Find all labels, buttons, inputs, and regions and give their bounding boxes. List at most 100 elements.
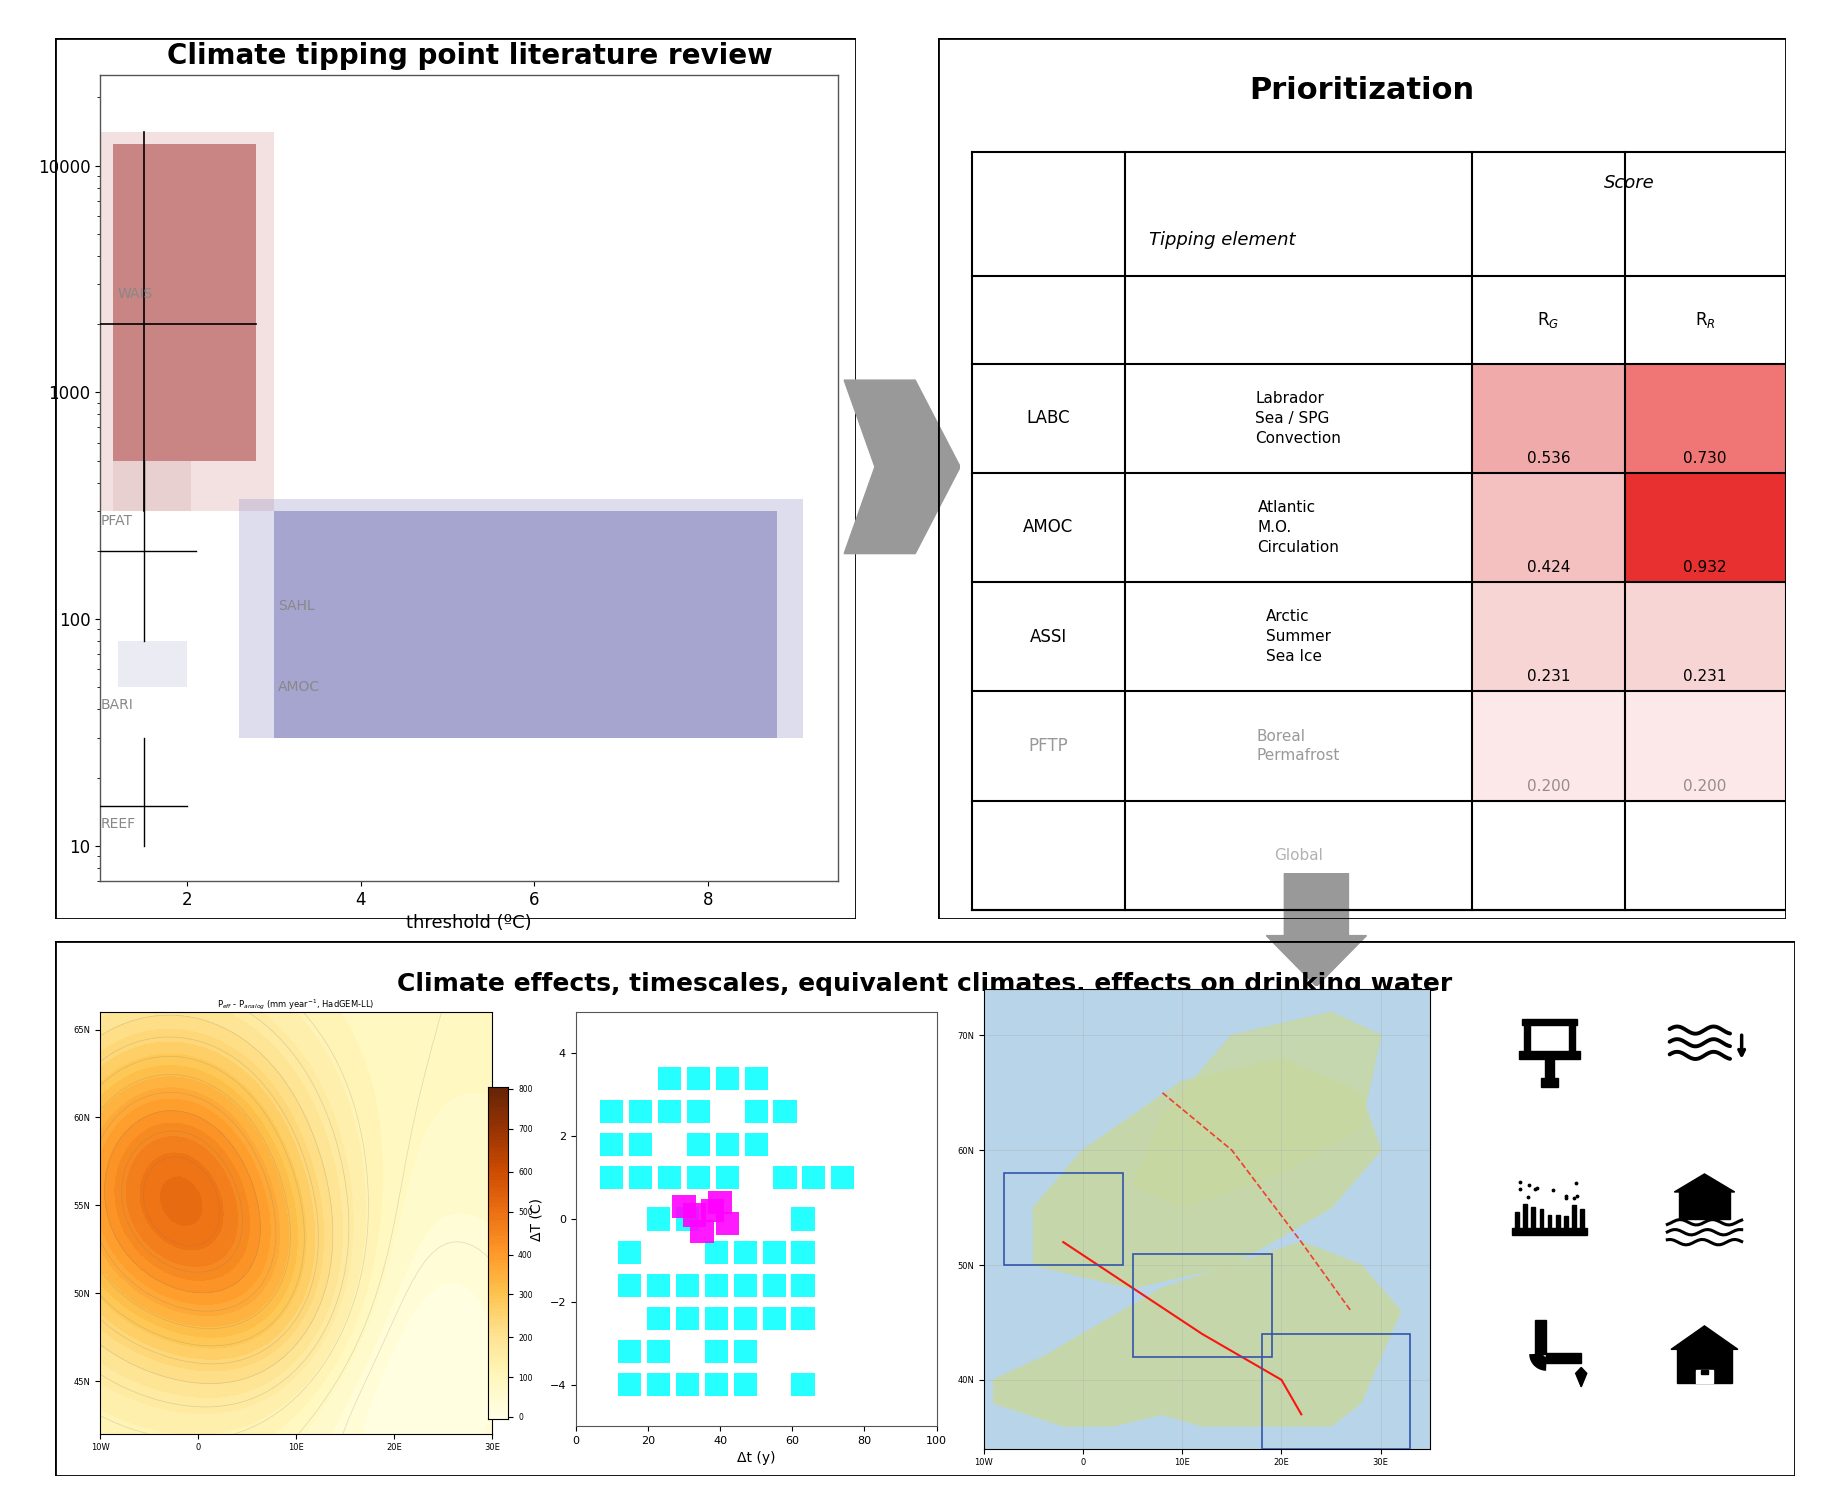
Point [701,1274,731,1298]
Text: ASSI: ASSI [1029,628,1068,646]
Point [701,1373,731,1398]
Bar [1261,1334,1410,1449]
Polygon shape [1033,1059,1381,1288]
Bar [1696,1370,1713,1383]
Bar [1545,1060,1554,1083]
Text: 0.932: 0.932 [1684,560,1727,575]
Point [627,1166,656,1190]
Point [669,1194,698,1218]
Point [701,1241,731,1265]
Point [680,1203,709,1227]
Text: R$_G$: R$_G$ [1538,310,1560,330]
Text: Score: Score [1603,175,1654,193]
Point [701,1340,731,1364]
Point [645,1306,674,1331]
Point [760,1241,789,1265]
Bar [1569,1023,1576,1051]
Point [683,1066,712,1090]
Point [654,1066,683,1090]
Bar [1540,1209,1543,1229]
Point [627,1133,656,1157]
Point [627,1099,656,1123]
Polygon shape [844,380,960,554]
Point [705,1190,734,1214]
Bar [1625,363,1786,473]
Bar [239,498,804,738]
Text: Arctic
Summer
Sea Ice: Arctic Summer Sea Ice [1266,610,1330,664]
Point [616,1340,645,1364]
Text: WAIS: WAIS [118,288,153,301]
Point [789,1373,818,1398]
Point [731,1373,760,1398]
Bar [1472,583,1625,691]
Text: 0.536: 0.536 [1527,450,1571,465]
Text: 0.200: 0.200 [1684,779,1727,794]
Bar [1133,1253,1272,1357]
Point [789,1241,818,1265]
Bar [1580,1209,1583,1229]
Bar [1541,1078,1558,1087]
Text: Atlantic
M.O.
Circulation: Atlantic M.O. Circulation [1257,500,1339,554]
Bar [1520,1051,1580,1060]
Point [771,1166,800,1190]
Bar [1625,583,1786,691]
Bar [1700,1370,1709,1373]
Bar [113,143,257,461]
Point [789,1306,818,1331]
Text: 0.424: 0.424 [1527,560,1571,575]
Text: SAHL: SAHL [279,599,315,613]
Bar [1532,1206,1536,1229]
Point [687,1220,716,1244]
Point [645,1373,674,1398]
Polygon shape [1133,1012,1381,1208]
Text: AMOC: AMOC [1024,518,1073,536]
Point [712,1211,742,1235]
Text: LABC: LABC [1026,410,1070,428]
Text: 0.231: 0.231 [1684,669,1727,684]
Text: Climate tipping point literature review: Climate tipping point literature review [168,42,773,69]
Point [672,1274,701,1298]
Text: AMOC: AMOC [279,681,321,694]
Point [683,1133,712,1157]
Bar [1563,1215,1567,1229]
Text: Climate effects, timescales, equivalent climates, effects on drinking water: Climate effects, timescales, equivalent … [397,971,1452,995]
Point [712,1066,742,1090]
Bar [1625,691,1786,801]
Point [616,1241,645,1265]
Bar [1521,1020,1578,1024]
Point [760,1274,789,1298]
Point [742,1133,771,1157]
Point [654,1166,683,1190]
Text: Prioritization: Prioritization [1250,75,1474,105]
Point [712,1166,742,1190]
X-axis label: Δt (y): Δt (y) [736,1452,776,1465]
Y-axis label: ΔT (C): ΔT (C) [530,1197,545,1241]
Point [742,1066,771,1090]
Point [683,1099,712,1123]
Point [698,1199,727,1223]
Point [645,1274,674,1298]
Text: PFAT: PFAT [100,514,133,529]
Point [598,1166,627,1190]
Text: R$_R$: R$_R$ [1694,310,1716,330]
Point [789,1208,818,1232]
Text: Boreal
Permafrost: Boreal Permafrost [1257,729,1341,764]
Text: Global: Global [1274,848,1323,863]
Point [672,1306,701,1331]
Point [683,1166,712,1190]
Bar [1676,1349,1733,1383]
Point [598,1133,627,1157]
Point [672,1373,701,1398]
Polygon shape [1266,873,1366,986]
Text: 0.231: 0.231 [1527,669,1571,684]
Point [731,1340,760,1364]
Bar [1523,1023,1530,1051]
Point [742,1099,771,1123]
Point [800,1166,829,1190]
Bar [1547,1215,1552,1229]
Point [701,1306,731,1331]
Point [731,1306,760,1331]
Bar [1472,691,1625,801]
Point [616,1274,645,1298]
Bar [1472,363,1625,473]
